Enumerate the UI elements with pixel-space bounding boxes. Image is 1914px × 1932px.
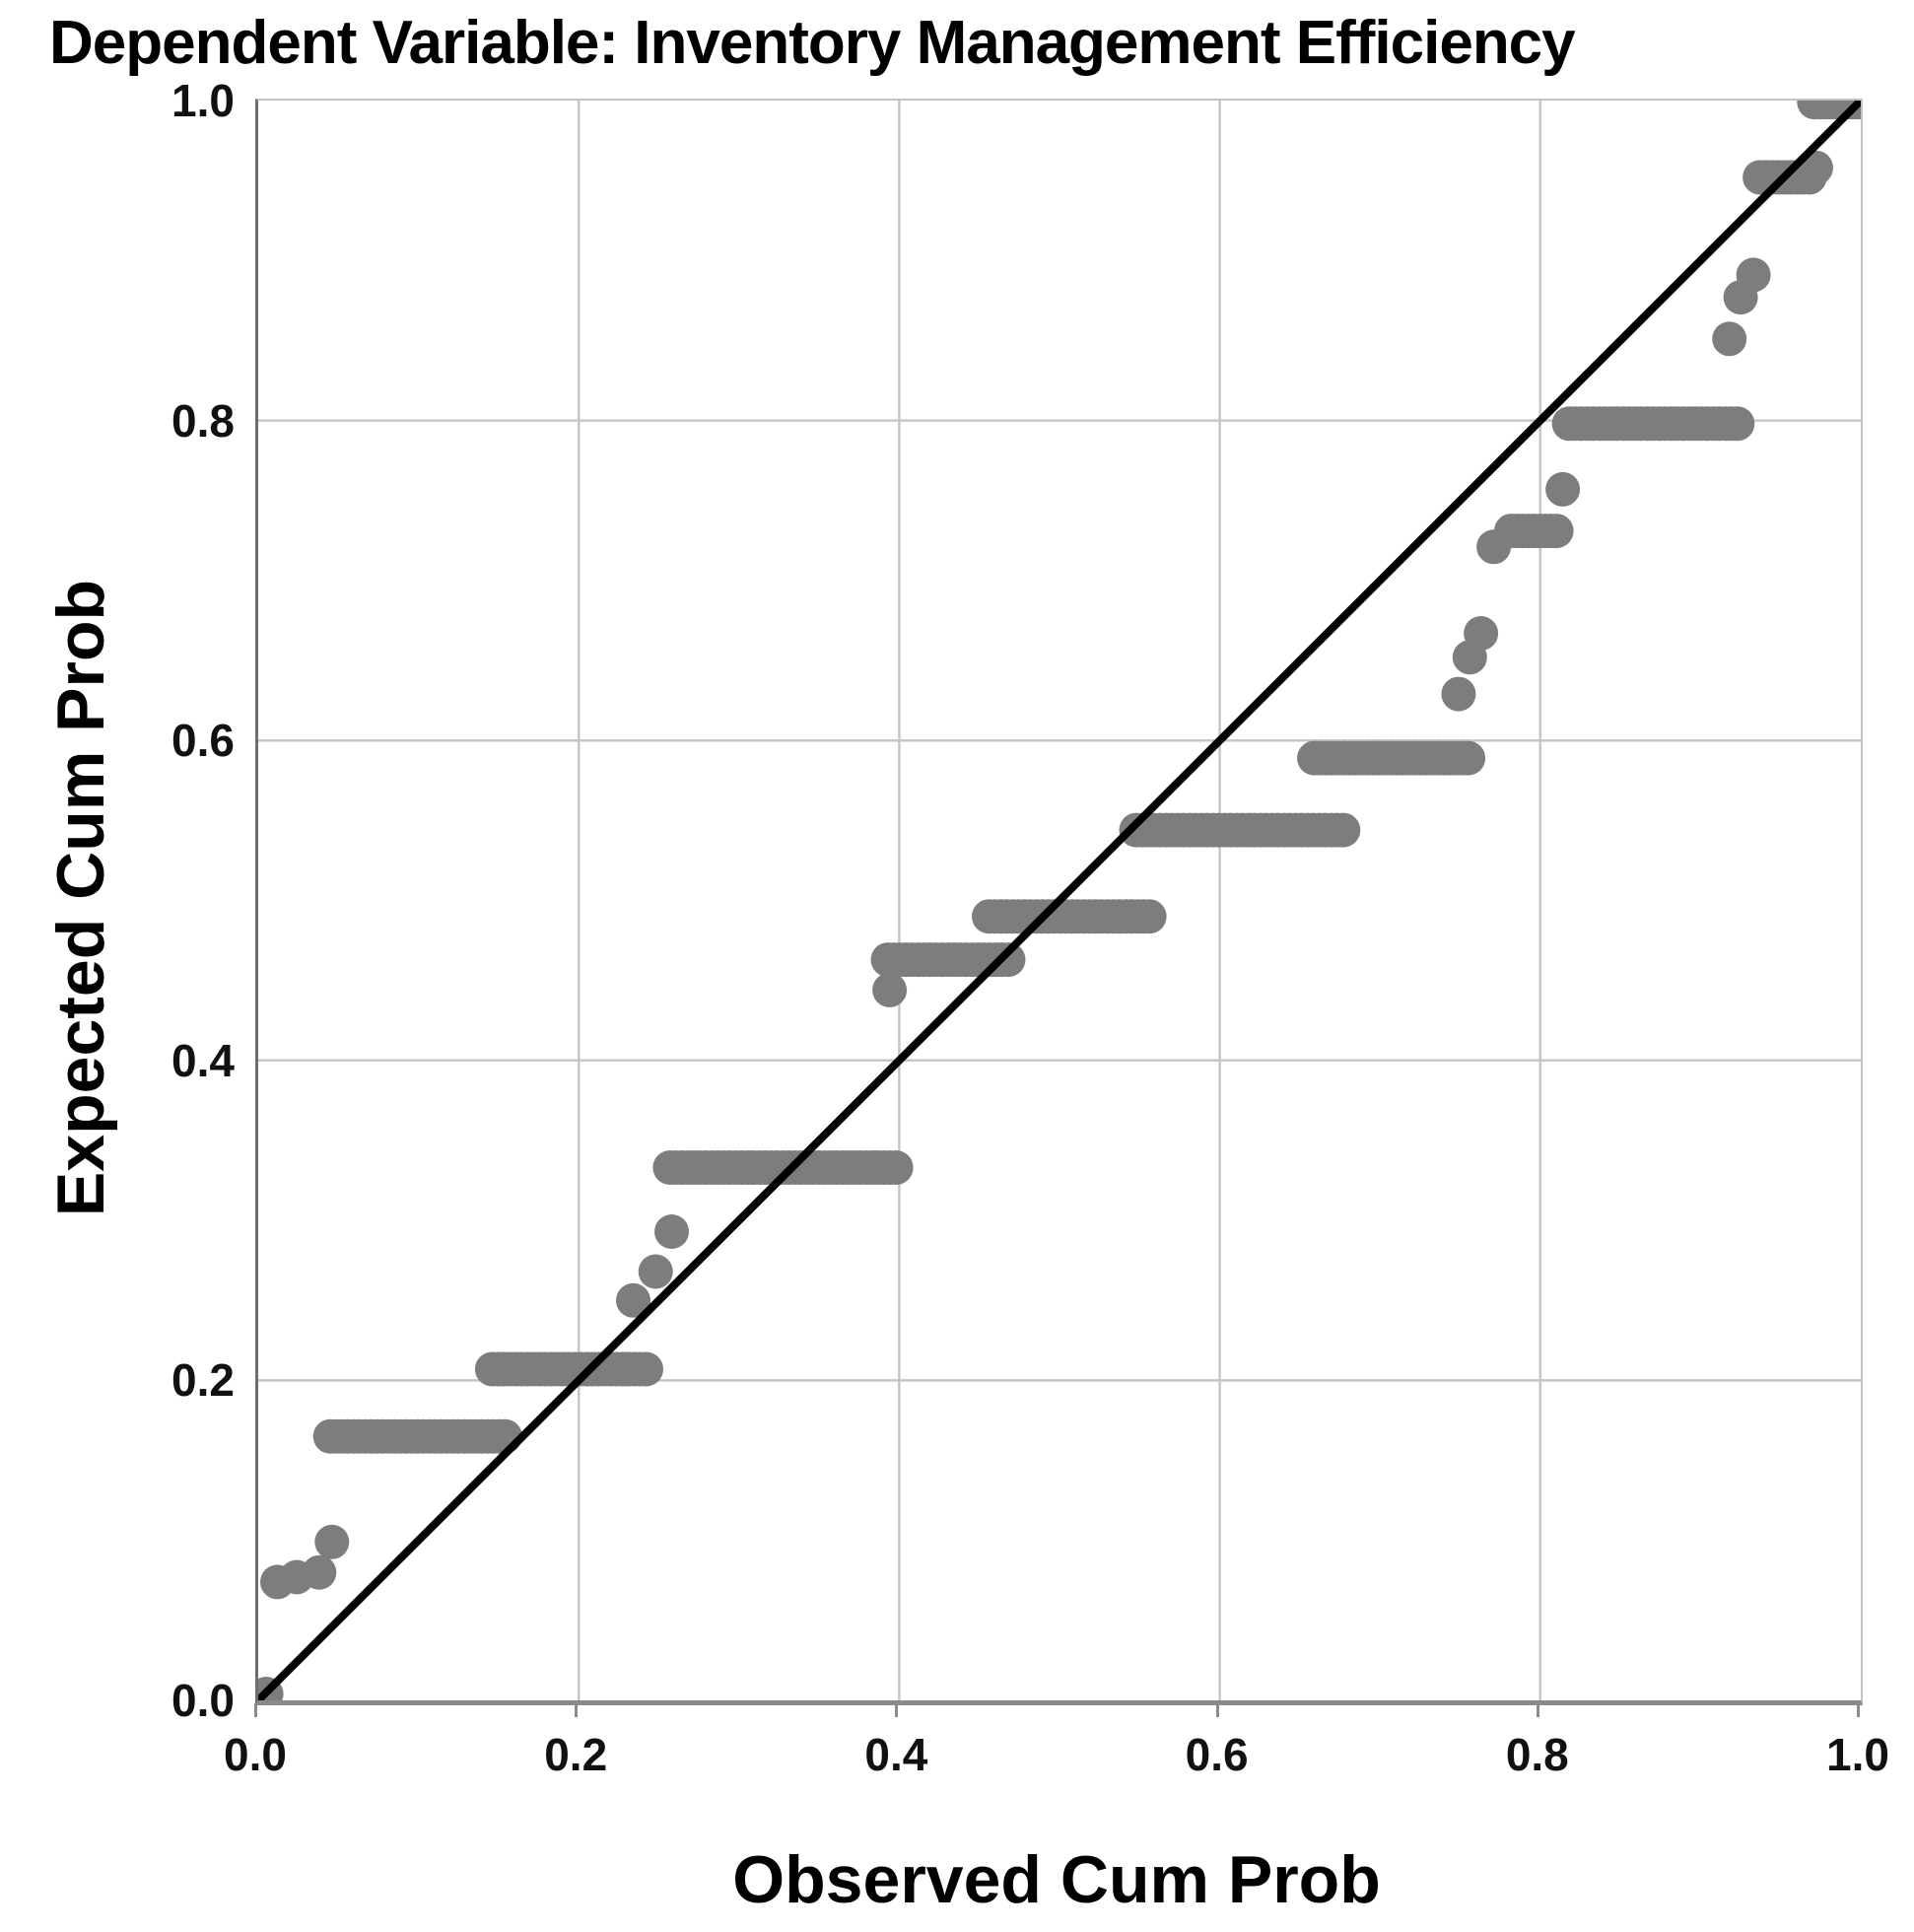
- x-tick-label: 0.4: [864, 1729, 928, 1780]
- x-tick-label: 0.6: [1185, 1729, 1249, 1780]
- data-point: [638, 1254, 673, 1289]
- data-point: [302, 1554, 337, 1590]
- reference-diagonal-line: [258, 101, 1861, 1700]
- data-point: [872, 972, 908, 1007]
- data-point: [616, 1282, 650, 1318]
- data-point: [1736, 257, 1771, 293]
- data-point: [1538, 514, 1574, 549]
- y-tick-label: 0.0: [171, 1675, 235, 1726]
- y-tick-label: 0.8: [171, 394, 235, 447]
- data-point: [1441, 676, 1476, 712]
- plot-area: [255, 99, 1863, 1705]
- x-axis-title: Observed Cum Prob: [732, 1842, 1381, 1917]
- pp-plot-canvas: [258, 101, 1861, 1700]
- data-point: [1712, 321, 1747, 357]
- data-point: [629, 1351, 663, 1387]
- data-point: [1545, 471, 1581, 507]
- data-point: [1476, 529, 1512, 565]
- data-point: [1451, 740, 1486, 776]
- data-point: [314, 1524, 350, 1559]
- data-point: [991, 942, 1026, 978]
- x-tick-mark: [1215, 1703, 1219, 1717]
- y-tick-label: 1.0: [171, 75, 235, 126]
- data-point: [1131, 899, 1167, 934]
- x-tick-label: 0.0: [224, 1729, 287, 1780]
- x-tick-mark: [895, 1703, 899, 1717]
- x-tick-label: 1.0: [1826, 1729, 1889, 1780]
- y-tick-label: 0.4: [171, 1034, 235, 1086]
- x-tick-mark: [1536, 1703, 1539, 1717]
- x-tick-mark: [575, 1703, 579, 1717]
- data-point: [1326, 812, 1361, 848]
- y-tick-label: 0.6: [171, 715, 235, 767]
- x-tick-mark: [1857, 1703, 1860, 1717]
- x-tick-label: 0.8: [1505, 1729, 1569, 1780]
- x-tick-mark: [254, 1703, 257, 1717]
- y-axis-title: Expected Cum Prob: [43, 579, 118, 1217]
- data-point: [878, 1150, 914, 1185]
- chart-title: Dependent Variable: Inventory Management…: [49, 9, 1576, 77]
- y-tick-label: 0.2: [171, 1354, 235, 1407]
- x-tick-label: 0.2: [544, 1729, 608, 1780]
- data-point: [1464, 616, 1499, 651]
- data-point: [1720, 406, 1755, 442]
- data-point: [654, 1214, 689, 1249]
